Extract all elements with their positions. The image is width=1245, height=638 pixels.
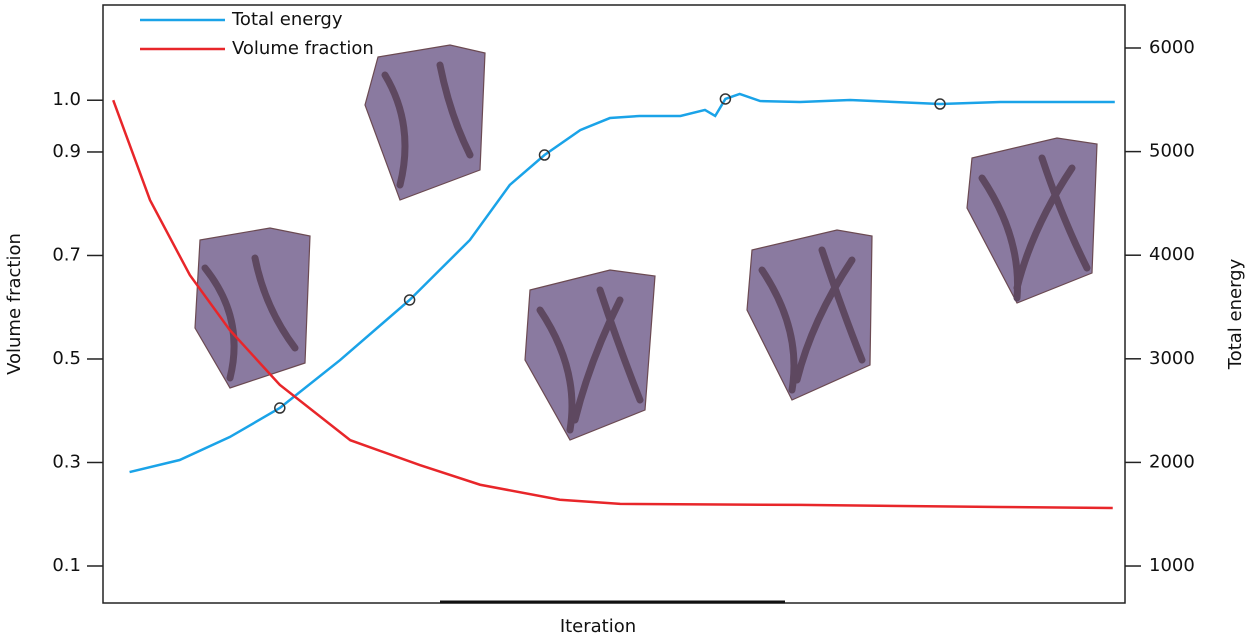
y-axis-label: Volume fraction bbox=[4, 233, 25, 375]
y-tick-label: 0.5 bbox=[52, 348, 81, 369]
point-marker bbox=[719, 93, 732, 105]
point-marker bbox=[274, 402, 286, 414]
y-tick-label: 0.7 bbox=[52, 244, 81, 265]
point-marker bbox=[934, 98, 946, 110]
point-marker bbox=[538, 149, 551, 161]
series-line bbox=[112, 99, 1113, 510]
y2-axis-label: Total energy bbox=[1225, 258, 1245, 370]
y2-tick-label: 2000 bbox=[1149, 451, 1195, 472]
y2-tick-label: 4000 bbox=[1149, 244, 1195, 265]
point-marker bbox=[403, 294, 416, 306]
y2-tick-label: 1000 bbox=[1149, 555, 1195, 576]
x-axis-label: Iteration bbox=[560, 616, 636, 637]
y-tick-label: 0.1 bbox=[52, 555, 81, 576]
y-tick-label: 1.0 bbox=[52, 89, 81, 110]
legend-label: Total energy bbox=[231, 9, 343, 30]
series-line bbox=[129, 92, 1115, 474]
lattice-illustrations bbox=[194, 44, 1098, 441]
y-tick-label: 0.3 bbox=[52, 451, 81, 472]
y2-tick-label: 3000 bbox=[1149, 348, 1195, 369]
y-tick-label: 0.9 bbox=[52, 141, 81, 162]
y2-tick-label: 6000 bbox=[1149, 37, 1195, 58]
legend-label: Volume fraction bbox=[232, 38, 374, 59]
y2-tick-label: 5000 bbox=[1149, 141, 1195, 162]
